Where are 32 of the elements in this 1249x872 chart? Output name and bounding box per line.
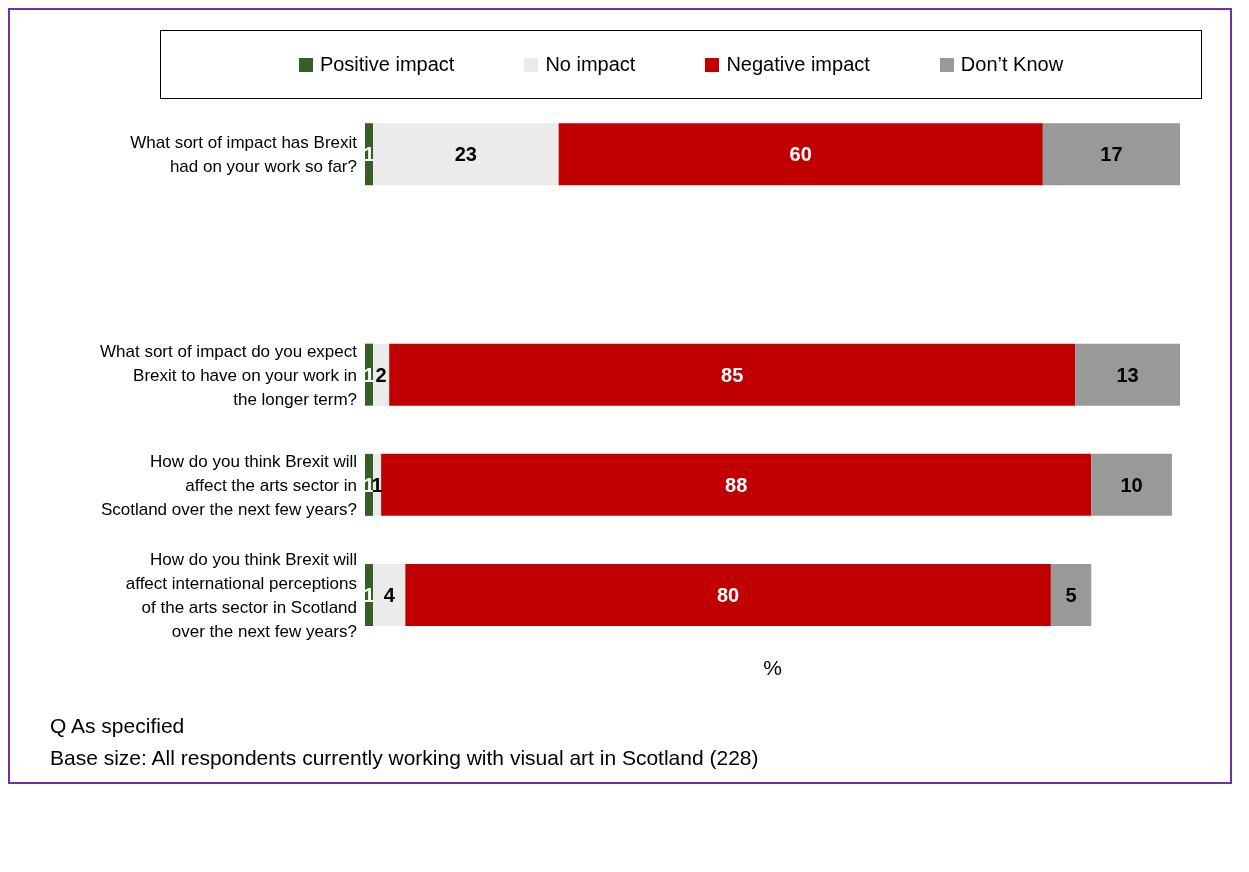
text: Q As specified <box>50 713 186 739</box>
bar <box>405 564 1051 627</box>
x-axis-title: % <box>762 656 783 680</box>
data-label: 88 <box>725 473 748 496</box>
bar <box>1075 343 1180 406</box>
data-label: 85 <box>721 363 744 386</box>
data-label: 10 <box>1120 473 1143 496</box>
text: Base size: All respondents currently working with visual art in Scotland (228) <box>50 745 760 771</box>
y-tick-label: What sort of impact do you expect Brexit to have on your work in the longer term? <box>99 341 358 408</box>
data-label: 23 <box>454 143 477 166</box>
bar <box>1091 453 1172 516</box>
bar <box>558 123 1043 186</box>
data-label: 13 <box>1116 363 1139 386</box>
bar <box>373 564 406 627</box>
y-tick-label: How do you think Brexit will affect international perceptions of the arts sector in Scotland over the next few years? <box>125 549 357 641</box>
data-label: 17 <box>1100 143 1123 166</box>
bar <box>381 453 1092 516</box>
bar <box>373 123 559 186</box>
legend-label: Positive impact <box>318 53 455 76</box>
y-tick-label: What sort of impact has Brexit had on your work so far? <box>130 132 358 176</box>
data-label: 4 <box>383 584 396 607</box>
legend-label: No impact <box>544 53 636 76</box>
bar <box>389 343 1076 406</box>
legend-label: Don’t Know <box>959 53 1064 76</box>
legend-label: Negative impact <box>725 53 870 76</box>
data-label: 5 <box>1065 584 1077 607</box>
data-label: 2 <box>375 363 387 386</box>
data-label: 80 <box>716 584 740 607</box>
bar <box>1042 123 1180 186</box>
y-tick-label: How do you think Brexit will affect the arts sector in Scotland over the next few years? <box>100 451 357 519</box>
data-label: 60 <box>789 143 812 166</box>
bar <box>1050 564 1092 627</box>
